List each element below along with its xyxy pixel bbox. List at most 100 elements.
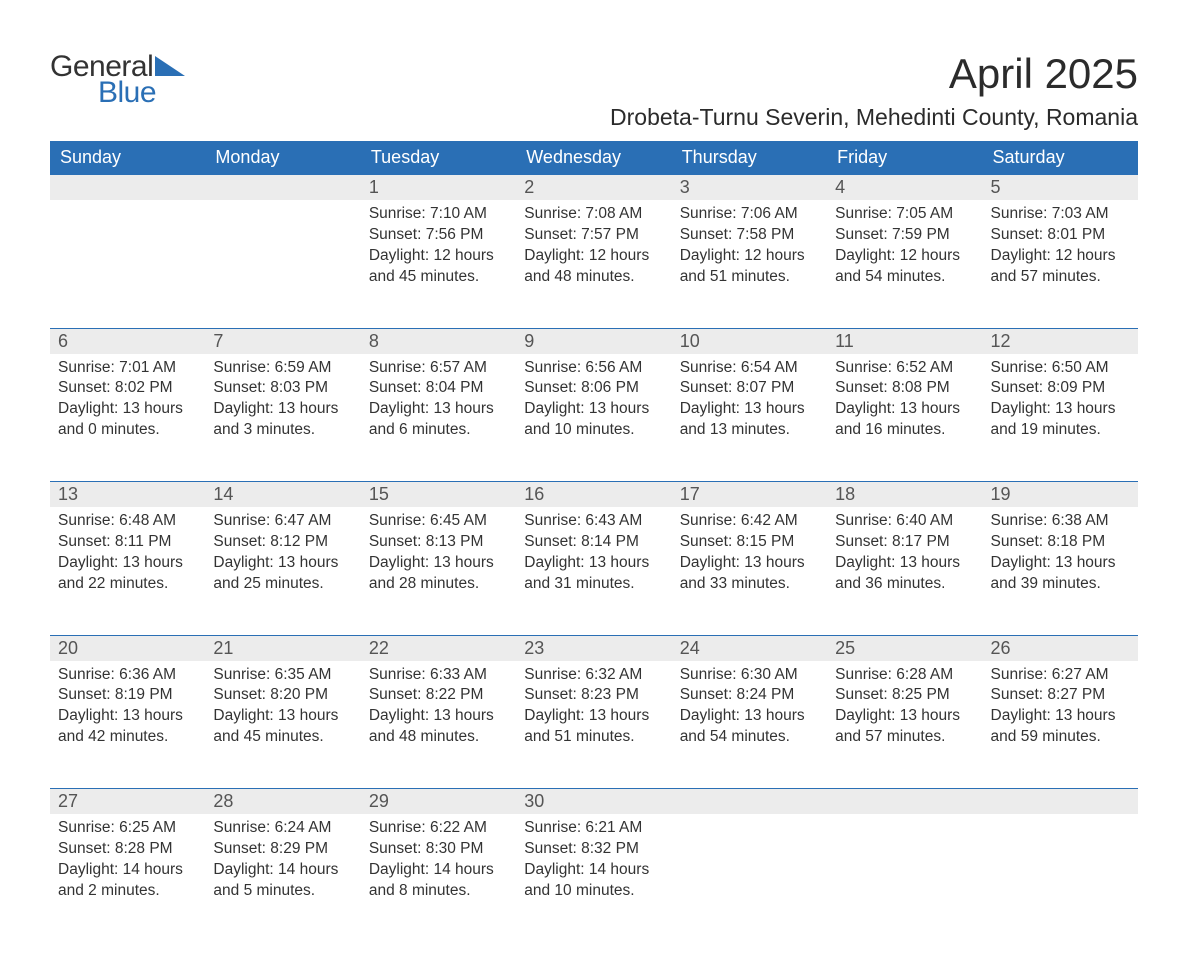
day2-text: and 51 minutes. [680,267,819,288]
day-cell: Sunrise: 7:06 AMSunset: 7:58 PMDaylight:… [672,200,827,328]
day-number-cell [672,789,827,815]
day-cell: Sunrise: 6:38 AMSunset: 8:18 PMDaylight:… [983,507,1138,635]
day-number: 12 [991,331,1011,351]
sunset-text: Sunset: 8:11 PM [58,532,197,553]
day2-text: and 19 minutes. [991,420,1130,441]
sunrise-text: Sunrise: 6:25 AM [58,818,197,839]
sunrise-text: Sunrise: 7:05 AM [835,204,974,225]
day2-text: and 8 minutes. [369,881,508,902]
day-number-cell: 12 [983,328,1138,354]
day-cell: Sunrise: 6:56 AMSunset: 8:06 PMDaylight:… [516,354,671,482]
day-cell: Sunrise: 6:36 AMSunset: 8:19 PMDaylight:… [50,661,205,789]
day-number-cell: 17 [672,482,827,508]
sunset-text: Sunset: 8:13 PM [369,532,508,553]
day-cell: Sunrise: 6:35 AMSunset: 8:20 PMDaylight:… [205,661,360,789]
day2-text: and 57 minutes. [835,727,974,748]
sunrise-text: Sunrise: 6:57 AM [369,358,508,379]
day-number: 15 [369,484,389,504]
day-number: 13 [58,484,78,504]
sunrise-text: Sunrise: 7:10 AM [369,204,508,225]
sunset-text: Sunset: 8:25 PM [835,685,974,706]
sunrise-text: Sunrise: 6:45 AM [369,511,508,532]
day-number-cell: 28 [205,789,360,815]
sunrise-text: Sunrise: 6:47 AM [213,511,352,532]
day1-text: Daylight: 14 hours [58,860,197,881]
day1-text: Daylight: 13 hours [991,706,1130,727]
day-number: 3 [680,177,690,197]
day1-text: Daylight: 13 hours [213,706,352,727]
day-cell: Sunrise: 6:54 AMSunset: 8:07 PMDaylight:… [672,354,827,482]
day1-text: Daylight: 13 hours [835,553,974,574]
day-number: 6 [58,331,68,351]
day-number: 23 [524,638,544,658]
day-number: 14 [213,484,233,504]
day2-text: and 31 minutes. [524,574,663,595]
content-row: Sunrise: 6:25 AMSunset: 8:28 PMDaylight:… [50,814,1138,942]
day2-text: and 57 minutes. [991,267,1130,288]
day-number-cell: 10 [672,328,827,354]
day-number-cell: 14 [205,482,360,508]
day-number-cell: 11 [827,328,982,354]
sunset-text: Sunset: 7:57 PM [524,225,663,246]
sunrise-text: Sunrise: 6:22 AM [369,818,508,839]
day1-text: Daylight: 13 hours [58,553,197,574]
sunrise-text: Sunrise: 6:40 AM [835,511,974,532]
sunrise-text: Sunrise: 6:48 AM [58,511,197,532]
page-header: General Blue April 2025 Drobeta-Turnu Se… [50,50,1138,131]
sunset-text: Sunset: 8:06 PM [524,378,663,399]
sunset-text: Sunset: 8:03 PM [213,378,352,399]
sunset-text: Sunset: 8:19 PM [58,685,197,706]
content-row: Sunrise: 6:48 AMSunset: 8:11 PMDaylight:… [50,507,1138,635]
sunrise-text: Sunrise: 7:01 AM [58,358,197,379]
sunset-text: Sunset: 8:24 PM [680,685,819,706]
day-header: Tuesday [361,141,516,175]
sunrise-text: Sunrise: 7:06 AM [680,204,819,225]
day1-text: Daylight: 12 hours [680,246,819,267]
sunset-text: Sunset: 8:27 PM [991,685,1130,706]
sunset-text: Sunset: 8:20 PM [213,685,352,706]
day-cell: Sunrise: 6:42 AMSunset: 8:15 PMDaylight:… [672,507,827,635]
day-number-cell: 21 [205,635,360,661]
day-cell: Sunrise: 6:47 AMSunset: 8:12 PMDaylight:… [205,507,360,635]
day2-text: and 13 minutes. [680,420,819,441]
day2-text: and 16 minutes. [835,420,974,441]
sunrise-text: Sunrise: 6:33 AM [369,665,508,686]
day2-text: and 3 minutes. [213,420,352,441]
day1-text: Daylight: 13 hours [680,553,819,574]
day-number-cell: 5 [983,175,1138,201]
day-number-cell: 27 [50,789,205,815]
day-number-cell: 6 [50,328,205,354]
day2-text: and 54 minutes. [835,267,974,288]
daynum-row: 6789101112 [50,328,1138,354]
logo-word-blue: Blue [98,76,156,110]
sunrise-text: Sunrise: 6:59 AM [213,358,352,379]
month-title: April 2025 [610,50,1138,98]
sunset-text: Sunset: 8:30 PM [369,839,508,860]
day1-text: Daylight: 13 hours [58,399,197,420]
day-number: 22 [369,638,389,658]
daynum-row: 27282930 [50,789,1138,815]
day-cell: Sunrise: 7:08 AMSunset: 7:57 PMDaylight:… [516,200,671,328]
day-cell: Sunrise: 7:05 AMSunset: 7:59 PMDaylight:… [827,200,982,328]
day1-text: Daylight: 12 hours [835,246,974,267]
content-row: Sunrise: 7:01 AMSunset: 8:02 PMDaylight:… [50,354,1138,482]
day1-text: Daylight: 13 hours [213,399,352,420]
sunset-text: Sunset: 8:28 PM [58,839,197,860]
sunset-text: Sunset: 8:02 PM [58,378,197,399]
day-number: 24 [680,638,700,658]
sunrise-text: Sunrise: 6:50 AM [991,358,1130,379]
day-cell [672,814,827,942]
day-number: 10 [680,331,700,351]
sunrise-text: Sunrise: 6:42 AM [680,511,819,532]
day-header: Wednesday [516,141,671,175]
day1-text: Daylight: 13 hours [213,553,352,574]
day-number-cell: 19 [983,482,1138,508]
day-number: 16 [524,484,544,504]
day-number-cell: 30 [516,789,671,815]
day-number-cell [827,789,982,815]
day-number-cell: 16 [516,482,671,508]
day-number: 27 [58,791,78,811]
day-number-cell: 2 [516,175,671,201]
logo-triangle-icon [155,54,189,81]
day1-text: Daylight: 13 hours [524,399,663,420]
